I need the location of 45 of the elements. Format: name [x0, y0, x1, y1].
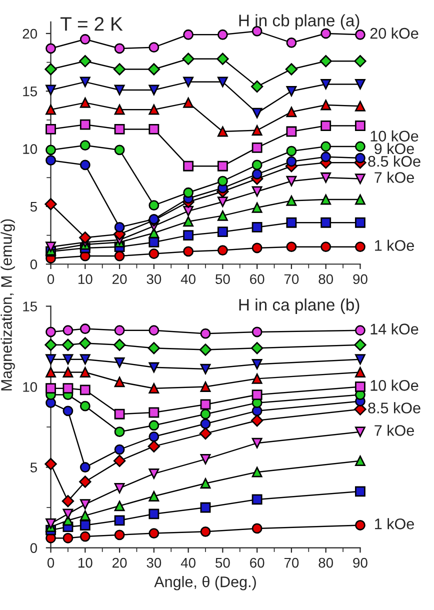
series-label: 8.5 kOe	[368, 402, 420, 414]
x-tick-label: 10	[78, 558, 92, 568]
y-tick-label: 15	[23, 302, 38, 312]
x-tick-label: 90	[353, 274, 368, 284]
series-label: 10 kOe	[370, 380, 418, 391]
series-label: 14 kOe	[370, 323, 418, 334]
annotation: T = 2 K	[60, 17, 123, 31]
y-tick-label: 10	[23, 382, 38, 392]
x-tick-label: 0	[47, 558, 54, 568]
series-label: 10 kOe	[370, 130, 418, 142]
series-label: 1 kOe	[375, 240, 414, 251]
y-axis-title: Magnetization, M (emu/g)	[0, 219, 15, 390]
x-tick-label: 70	[284, 274, 299, 284]
x-tick-label: 40	[180, 274, 196, 284]
y-tick-label: 15	[23, 86, 38, 96]
series-label: 7 kOe	[374, 172, 414, 183]
x-tick-label: 30	[146, 558, 162, 568]
x-tick-label: 80	[318, 558, 334, 568]
y-tick-label: 5	[30, 202, 37, 212]
x-tick-label: 0	[47, 274, 54, 284]
chart-title: H in ca plane (b)	[239, 298, 360, 314]
x-tick-label: 20	[112, 274, 127, 284]
series-label: 20 kOe	[370, 28, 418, 39]
x-tick-label: 70	[284, 558, 299, 568]
series-label: 9 kOe	[374, 142, 414, 154]
x-tick-label: 10	[78, 274, 92, 284]
chart-title: H in cb plane (a)	[239, 14, 360, 30]
x-tick-label: 30	[146, 274, 162, 284]
y-tick-label: 0	[30, 543, 38, 553]
x-tick-label: 50	[216, 274, 230, 284]
y-tick-label: 10	[23, 144, 38, 154]
y-tick-label: 20	[22, 28, 38, 39]
series-label: 7 kOe	[374, 424, 414, 436]
x-tick-label: 60	[250, 558, 264, 568]
x-tick-label: 20	[112, 558, 127, 568]
x-axis-title: Angle, θ (Deg.)	[154, 576, 256, 590]
series-label: 1 kOe	[375, 518, 414, 530]
y-tick-label: 0	[30, 259, 38, 270]
x-tick-label: 80	[318, 274, 334, 284]
x-tick-label: 90	[353, 558, 368, 568]
y-tick-label: 5	[30, 462, 37, 472]
x-tick-label: 60	[250, 274, 264, 284]
series-label: 8.5 kOe	[368, 156, 420, 167]
x-tick-label: 40	[180, 558, 196, 568]
x-tick-label: 50	[216, 558, 230, 568]
